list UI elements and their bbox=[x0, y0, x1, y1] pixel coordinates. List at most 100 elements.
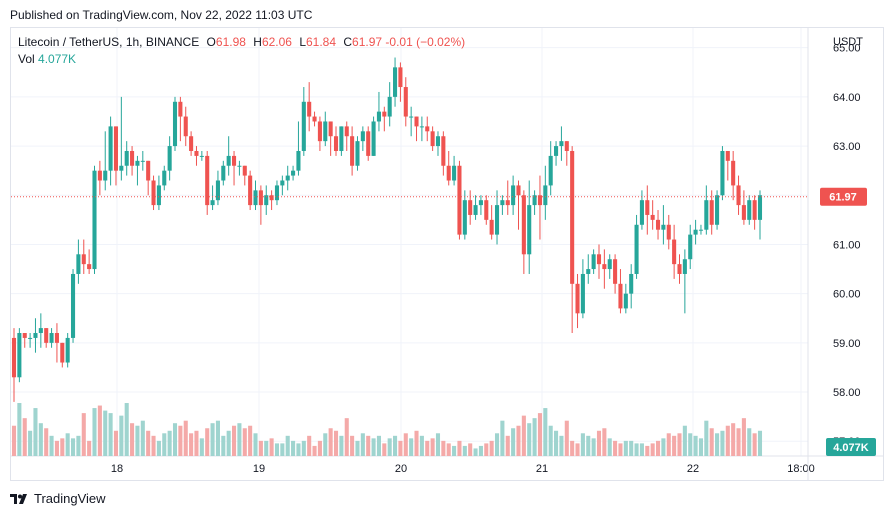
volume-bar bbox=[140, 420, 145, 456]
candle-body bbox=[382, 111, 387, 117]
volume-bar bbox=[527, 423, 532, 456]
volume-bar bbox=[97, 405, 102, 456]
candle-body bbox=[554, 146, 559, 156]
volume-bar bbox=[312, 445, 317, 456]
candle-body bbox=[419, 126, 424, 128]
candle-body bbox=[199, 155, 204, 157]
candle-body bbox=[655, 219, 661, 230]
candle-body bbox=[441, 136, 446, 166]
volume-bar bbox=[403, 433, 408, 456]
change-value: -0.01 (−0.02%) bbox=[385, 35, 466, 49]
volume-bar bbox=[645, 445, 650, 456]
candle-body bbox=[333, 136, 339, 151]
volume-bar bbox=[586, 435, 591, 456]
candle-body bbox=[81, 254, 86, 265]
volume-bar bbox=[639, 443, 644, 456]
volume-bar bbox=[435, 433, 441, 456]
candle-body bbox=[146, 160, 151, 181]
volume-bar bbox=[747, 428, 752, 456]
volume-bar bbox=[291, 440, 296, 456]
volume-bar bbox=[430, 438, 435, 456]
candle-body bbox=[607, 259, 612, 270]
volume-bar bbox=[720, 430, 725, 456]
open-label: O bbox=[206, 35, 216, 49]
volume-bar bbox=[655, 440, 661, 456]
candle-body bbox=[500, 200, 505, 206]
x-tick-label: 19 bbox=[253, 463, 265, 475]
volume-bar bbox=[613, 440, 618, 456]
candle-body bbox=[661, 224, 666, 230]
volume-bar bbox=[92, 408, 97, 456]
tradingview-brand: TradingView bbox=[34, 491, 106, 506]
volume-bar bbox=[580, 433, 585, 456]
volume-bar bbox=[741, 418, 746, 456]
volume-bar bbox=[575, 443, 580, 456]
tradingview-logo-icon bbox=[10, 493, 27, 504]
volume-bar bbox=[414, 430, 419, 456]
volume-bar bbox=[548, 425, 553, 456]
volume-bar bbox=[629, 440, 634, 456]
volume-bar bbox=[355, 440, 360, 456]
volume-bar bbox=[248, 425, 253, 456]
tradingview-footer[interactable]: TradingView bbox=[10, 491, 106, 506]
candle-body bbox=[103, 170, 108, 181]
y-tick-label: 64.00 bbox=[833, 92, 861, 104]
candle-body bbox=[258, 190, 263, 206]
candle-body bbox=[580, 273, 585, 314]
volume-bar bbox=[350, 435, 355, 456]
volume-bar bbox=[87, 440, 92, 456]
volume-bar bbox=[44, 428, 49, 456]
volume-bar bbox=[194, 430, 199, 456]
candle-body bbox=[398, 67, 403, 88]
candle-body bbox=[92, 170, 97, 270]
candle-body bbox=[473, 205, 478, 215]
candle-body bbox=[720, 150, 725, 196]
volume-bar bbox=[731, 423, 736, 456]
candle-body bbox=[559, 141, 564, 147]
candle-body bbox=[264, 195, 269, 206]
candle-body bbox=[613, 259, 618, 284]
volume-bar bbox=[280, 443, 285, 456]
candle-body bbox=[532, 195, 537, 206]
candle-body bbox=[709, 200, 714, 225]
candle-body bbox=[371, 121, 376, 156]
volume-bar bbox=[425, 440, 430, 456]
volume-bar bbox=[264, 440, 269, 456]
candle-body bbox=[452, 165, 457, 181]
volume-bar bbox=[237, 423, 242, 456]
volume-bar bbox=[33, 408, 38, 456]
candle-body bbox=[172, 101, 178, 147]
volume-bar bbox=[478, 445, 483, 456]
volume-bar bbox=[366, 435, 371, 456]
volume-bar bbox=[301, 440, 306, 456]
candle-body bbox=[435, 136, 441, 147]
open-value: 61.98 bbox=[215, 35, 246, 49]
volume-bar bbox=[693, 435, 698, 456]
candle-body bbox=[232, 155, 237, 166]
candle-body bbox=[60, 342, 65, 363]
volume-label: Vol bbox=[18, 52, 35, 66]
volume-bar bbox=[602, 428, 607, 456]
x-tick-label: 18 bbox=[111, 463, 123, 475]
x-tick-label: 20 bbox=[395, 463, 407, 475]
volume-bar bbox=[119, 415, 124, 456]
last-price-tag bbox=[820, 187, 867, 206]
volume-bar bbox=[757, 430, 763, 456]
candle-body bbox=[97, 170, 102, 181]
volume-bar bbox=[521, 415, 526, 456]
candle-body bbox=[38, 328, 43, 334]
volume-bar bbox=[704, 420, 709, 456]
candle-body bbox=[747, 200, 752, 220]
volume-bar bbox=[409, 438, 414, 456]
volume-bar bbox=[505, 435, 510, 456]
close-value: 61.97 bbox=[352, 35, 383, 49]
currency-label: USDT bbox=[833, 36, 863, 48]
volume-bar bbox=[532, 418, 537, 456]
volume-bar bbox=[387, 438, 392, 456]
candle-body bbox=[494, 205, 500, 235]
volume-bar bbox=[376, 435, 381, 456]
volume-bar bbox=[199, 438, 204, 456]
volume-bar bbox=[677, 433, 682, 456]
candle-body bbox=[618, 283, 623, 309]
